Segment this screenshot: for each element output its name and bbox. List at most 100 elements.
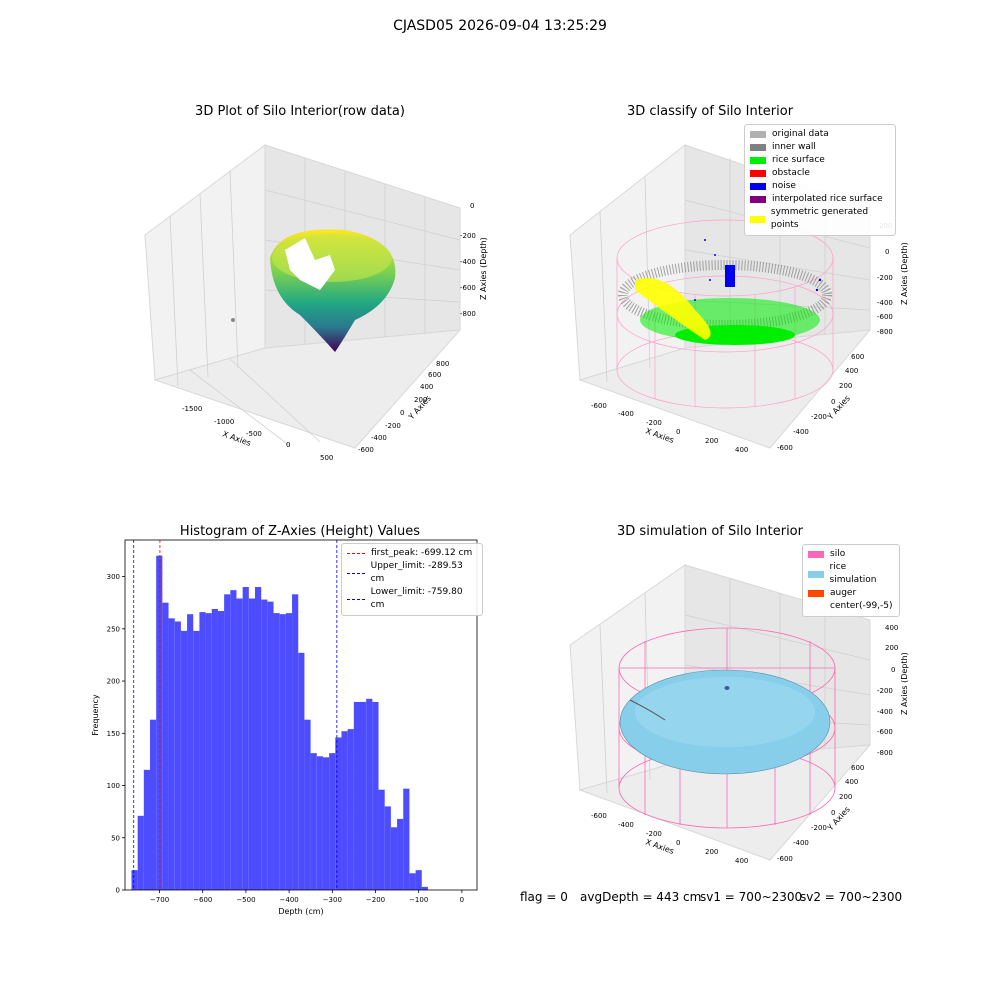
z-tick-label: -400 <box>877 299 893 307</box>
legend-swatch <box>347 572 365 574</box>
legend-swatch <box>750 144 766 151</box>
x-tick-label: 0 <box>286 441 290 449</box>
legend-label: auger <box>830 588 857 598</box>
histogram-bar <box>403 788 410 890</box>
z-tick-label: -200 <box>877 687 893 695</box>
y-tick-label: 0 <box>831 398 835 406</box>
histogram-bar <box>211 608 218 890</box>
raw-3d-plot: -1500 -1000 -500 0 500 -600 -400 -200 0 … <box>144 144 488 462</box>
histogram-chart: −700 −600 −500 −400 −300 −200 −100 0 0 50 100 150 2… <box>91 539 478 916</box>
x-tick-label: -200 <box>646 419 662 427</box>
x-tick-label: -400 <box>618 410 634 418</box>
histogram-bar <box>366 698 373 890</box>
z-axis-label: Z Axies (Depth) <box>479 237 488 300</box>
legend-swatch <box>808 590 824 597</box>
simulation-3d-plot: -600 -400 -200 0 200 400 -600 -400 -200 … <box>569 564 909 865</box>
x-tick-label: −400 <box>280 896 299 904</box>
x-tick-label: −600 <box>193 896 212 904</box>
histogram-plot-frame <box>124 539 478 891</box>
histogram-bar <box>292 594 299 890</box>
histogram-bar <box>205 613 212 890</box>
histogram-bar <box>415 870 422 890</box>
z-tick-label: -200 <box>877 274 893 282</box>
legend-label: rice surface <box>772 155 825 165</box>
z-tick-label: -600 <box>877 728 893 736</box>
legend-label: interpolated rice surface <box>772 194 883 204</box>
histogram-bar <box>316 756 323 890</box>
histogram-bar <box>298 652 305 890</box>
y-tick-label: -600 <box>777 444 793 452</box>
x-tick-label: 200 <box>705 848 718 856</box>
y-tick-label: 400 <box>845 367 858 375</box>
z-tick-label: -800 <box>460 310 476 318</box>
y-tick-label: 200 <box>839 793 852 801</box>
y-tick-label: 600 <box>851 353 864 361</box>
histogram-bar <box>230 590 237 890</box>
sv1-status: sv1 = 700~2300 <box>700 890 803 904</box>
z-tick-label: -200 <box>460 232 476 240</box>
histogram-bar <box>143 769 151 890</box>
y-tick-label: -400 <box>793 428 809 436</box>
x-axis-label: X Axies <box>644 426 675 445</box>
x-tick-label: -500 <box>246 430 262 438</box>
z-tick-label: 0 <box>891 666 895 674</box>
y-tick-label: 800 <box>436 360 449 368</box>
histogram-bar <box>409 873 416 890</box>
histogram-bar <box>378 789 385 890</box>
x-tick-label: 0 <box>676 839 680 847</box>
z-tick-label: -800 <box>877 749 893 757</box>
y-tick-label: 0 <box>400 409 404 417</box>
legend-label: noise <box>772 181 796 191</box>
simulation-plot-title: 3D simulation of Silo Interior <box>617 524 803 539</box>
histogram-bar <box>304 719 311 890</box>
x-axis-label: X Axies <box>644 837 675 856</box>
legend-item: interpolated rice surface <box>750 193 890 206</box>
legend-item: noise <box>750 180 890 193</box>
x-tick-label: −500 <box>236 896 255 904</box>
legend-label: obstacle <box>772 168 810 178</box>
legend-item: rice simulation <box>808 561 894 587</box>
legend-swatch <box>750 196 766 203</box>
y-tick-label: 150 <box>107 730 120 738</box>
histogram-bar <box>168 618 175 890</box>
histogram-bar <box>255 587 262 890</box>
legend-item: Upper_limit: -289.53 cm <box>347 560 477 586</box>
z-tick-label: 0 <box>885 248 889 256</box>
z-tick-label: -400 <box>460 258 476 266</box>
x-tick-label: 0 <box>676 428 680 436</box>
histogram-bar <box>347 729 354 890</box>
y-tick-label: 400 <box>845 778 858 786</box>
y-tick-label: -400 <box>793 839 809 847</box>
x-tick-label: -600 <box>591 812 607 820</box>
histogram-title: Histogram of Z-Axies (Height) Values <box>179 524 421 539</box>
y-axis-ticks: 0 50 100 150 200 250 300 <box>107 573 125 895</box>
avg-depth-status: avgDepth = 443 cm <box>580 890 702 904</box>
histogram-bar <box>187 614 194 890</box>
histogram-bar <box>390 827 398 890</box>
legend-item: auger <box>808 587 894 600</box>
z-tick-label: 0 <box>470 202 474 210</box>
legend-item: inner wall <box>750 141 890 154</box>
histogram-bar <box>131 870 138 890</box>
histogram-bar <box>162 602 169 890</box>
y-tick-label: 200 <box>107 678 120 686</box>
histogram-bar <box>199 612 206 890</box>
legend-item: silo <box>808 548 894 561</box>
y-tick-label: 0 <box>831 809 835 817</box>
legend-swatch <box>750 183 766 190</box>
legend-label: symmetric generated points <box>770 207 869 230</box>
legend-swatch <box>808 551 824 558</box>
y-tick-label: -200 <box>811 413 827 421</box>
z-tick-label: -400 <box>877 708 893 716</box>
legend-label: rice simulation <box>829 562 877 585</box>
legend-item: obstacle <box>750 167 890 180</box>
x-tick-label: -600 <box>591 402 607 410</box>
x-axis-ticks: −700 −600 −500 −400 −300 −200 −100 0 <box>150 890 464 904</box>
histogram-bar <box>335 737 342 890</box>
flag-status: flag = 0 <box>520 890 568 904</box>
legend-swatch <box>750 215 765 223</box>
raw-plot-title: 3D Plot of Silo Interior(row data) <box>195 104 405 119</box>
x-tick-label: −700 <box>150 896 169 904</box>
x-tick-label: -1500 <box>182 405 202 413</box>
histogram-bar <box>156 555 163 890</box>
